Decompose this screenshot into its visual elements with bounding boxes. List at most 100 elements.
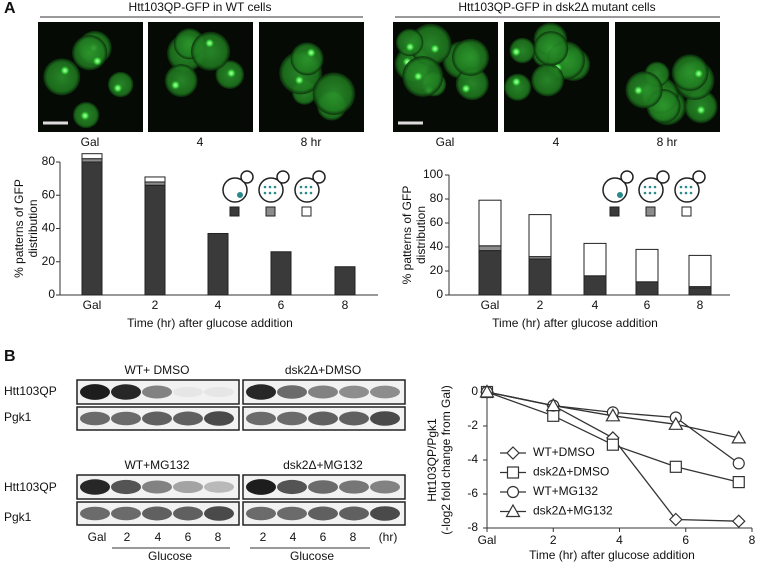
image-label: Gal — [81, 135, 100, 149]
bar-segment — [334, 266, 356, 296]
band — [246, 411, 276, 426]
lane-label: 2 — [260, 530, 267, 544]
lane-label: 2 — [124, 530, 131, 544]
point — [668, 416, 684, 430]
legend-dot — [679, 185, 683, 189]
point — [606, 438, 619, 451]
y-tick-label: 80 — [430, 191, 444, 205]
bar-segment — [528, 214, 552, 258]
bar-segment — [583, 275, 607, 296]
bar-segment — [635, 281, 659, 296]
blot-title: WT+ DMSO — [125, 363, 190, 377]
cell — [190, 31, 231, 71]
aggregate — [511, 76, 522, 87]
row-label: Pgk1 — [4, 510, 32, 524]
legend-dot — [273, 185, 277, 189]
legend-cell — [620, 170, 634, 184]
legend-cell — [656, 170, 670, 184]
legend-marker — [505, 503, 521, 518]
point — [668, 512, 683, 527]
legend-dot — [273, 191, 277, 195]
band — [339, 411, 369, 426]
legend-dot — [689, 185, 693, 189]
y-axis-label: Htt103QP/Pgk1 — [425, 418, 439, 502]
legend-cell — [294, 177, 320, 203]
aggregate — [59, 65, 70, 76]
y-tick-label: -8 — [467, 520, 478, 534]
legend-cell — [276, 170, 290, 184]
legend-dot — [309, 185, 313, 189]
x-tick-label: 8 — [342, 298, 349, 312]
band — [173, 506, 203, 521]
legend-dot — [268, 185, 272, 189]
cell — [164, 64, 198, 98]
legend-swatch — [265, 206, 276, 217]
y-tick-label: 60 — [42, 187, 56, 201]
cell — [312, 72, 356, 115]
aggregate — [92, 56, 103, 67]
legend-dot — [299, 185, 303, 189]
legend-dot — [643, 185, 647, 189]
y-axis-label: % patterns of GFP — [400, 186, 414, 285]
band — [142, 506, 172, 521]
cell — [625, 71, 663, 109]
y-tick-label: 100 — [423, 167, 443, 181]
image-title: Htt103QP-GFP in dsk2Δ mutant cells — [458, 0, 655, 14]
point — [545, 397, 561, 412]
x-axis-label: Time (hr) after glucose addition — [492, 316, 658, 330]
x-tick-label: 4 — [616, 533, 623, 547]
y-tick-label: 60 — [430, 215, 444, 229]
band — [308, 480, 338, 494]
legend-swatch — [301, 206, 312, 217]
bar-segment — [144, 176, 166, 183]
legend-cell — [674, 177, 700, 203]
lane-label: Gal — [88, 530, 107, 544]
y-tick-label: 20 — [430, 263, 444, 277]
blot-title: WT+MG132 — [124, 458, 189, 472]
band — [173, 480, 203, 494]
legend-dot — [653, 185, 657, 189]
legend-label: dsk2Δ+MG132 — [533, 504, 613, 518]
legend-swatch — [609, 206, 620, 217]
band — [173, 411, 203, 426]
y-tick-label: 0 — [436, 287, 443, 301]
x-tick-label: Gal — [478, 533, 497, 547]
lane-label: 6 — [185, 530, 192, 544]
legend-dot — [684, 191, 688, 195]
x-tick-label: Gal — [83, 298, 102, 312]
legend-dot — [648, 191, 652, 195]
aggregate — [633, 85, 644, 96]
y-tick-label: 80 — [42, 154, 56, 168]
band — [277, 385, 307, 399]
band — [204, 411, 234, 426]
legend-dot — [689, 191, 693, 195]
x-tick-label: Gal — [481, 298, 500, 312]
glucose-label: Glucose — [290, 549, 334, 563]
bar-segment — [270, 251, 292, 296]
row-label: Htt103QP — [4, 480, 57, 494]
band — [370, 411, 400, 426]
band — [246, 384, 276, 400]
band — [80, 479, 110, 495]
bar-segment — [144, 184, 166, 296]
legend-marker — [506, 466, 520, 479]
legend-dot — [643, 191, 647, 195]
row-label: Htt103QP — [4, 384, 57, 398]
lane-label: 4 — [290, 530, 297, 544]
legend-dot — [299, 191, 303, 195]
bar-segment — [478, 250, 502, 296]
point — [731, 514, 746, 529]
bar-segment — [583, 242, 607, 277]
legend-dot — [304, 185, 308, 189]
aggregate — [405, 41, 416, 52]
x-tick-label: 6 — [644, 298, 651, 312]
legend-dot — [679, 191, 683, 195]
legend-cell — [692, 170, 706, 184]
bar-segment — [688, 287, 712, 296]
aggregate — [204, 38, 215, 49]
legend-marker — [506, 485, 520, 499]
glucose-label: Glucose — [148, 549, 192, 563]
bar-segment — [688, 254, 712, 288]
band — [370, 480, 400, 494]
